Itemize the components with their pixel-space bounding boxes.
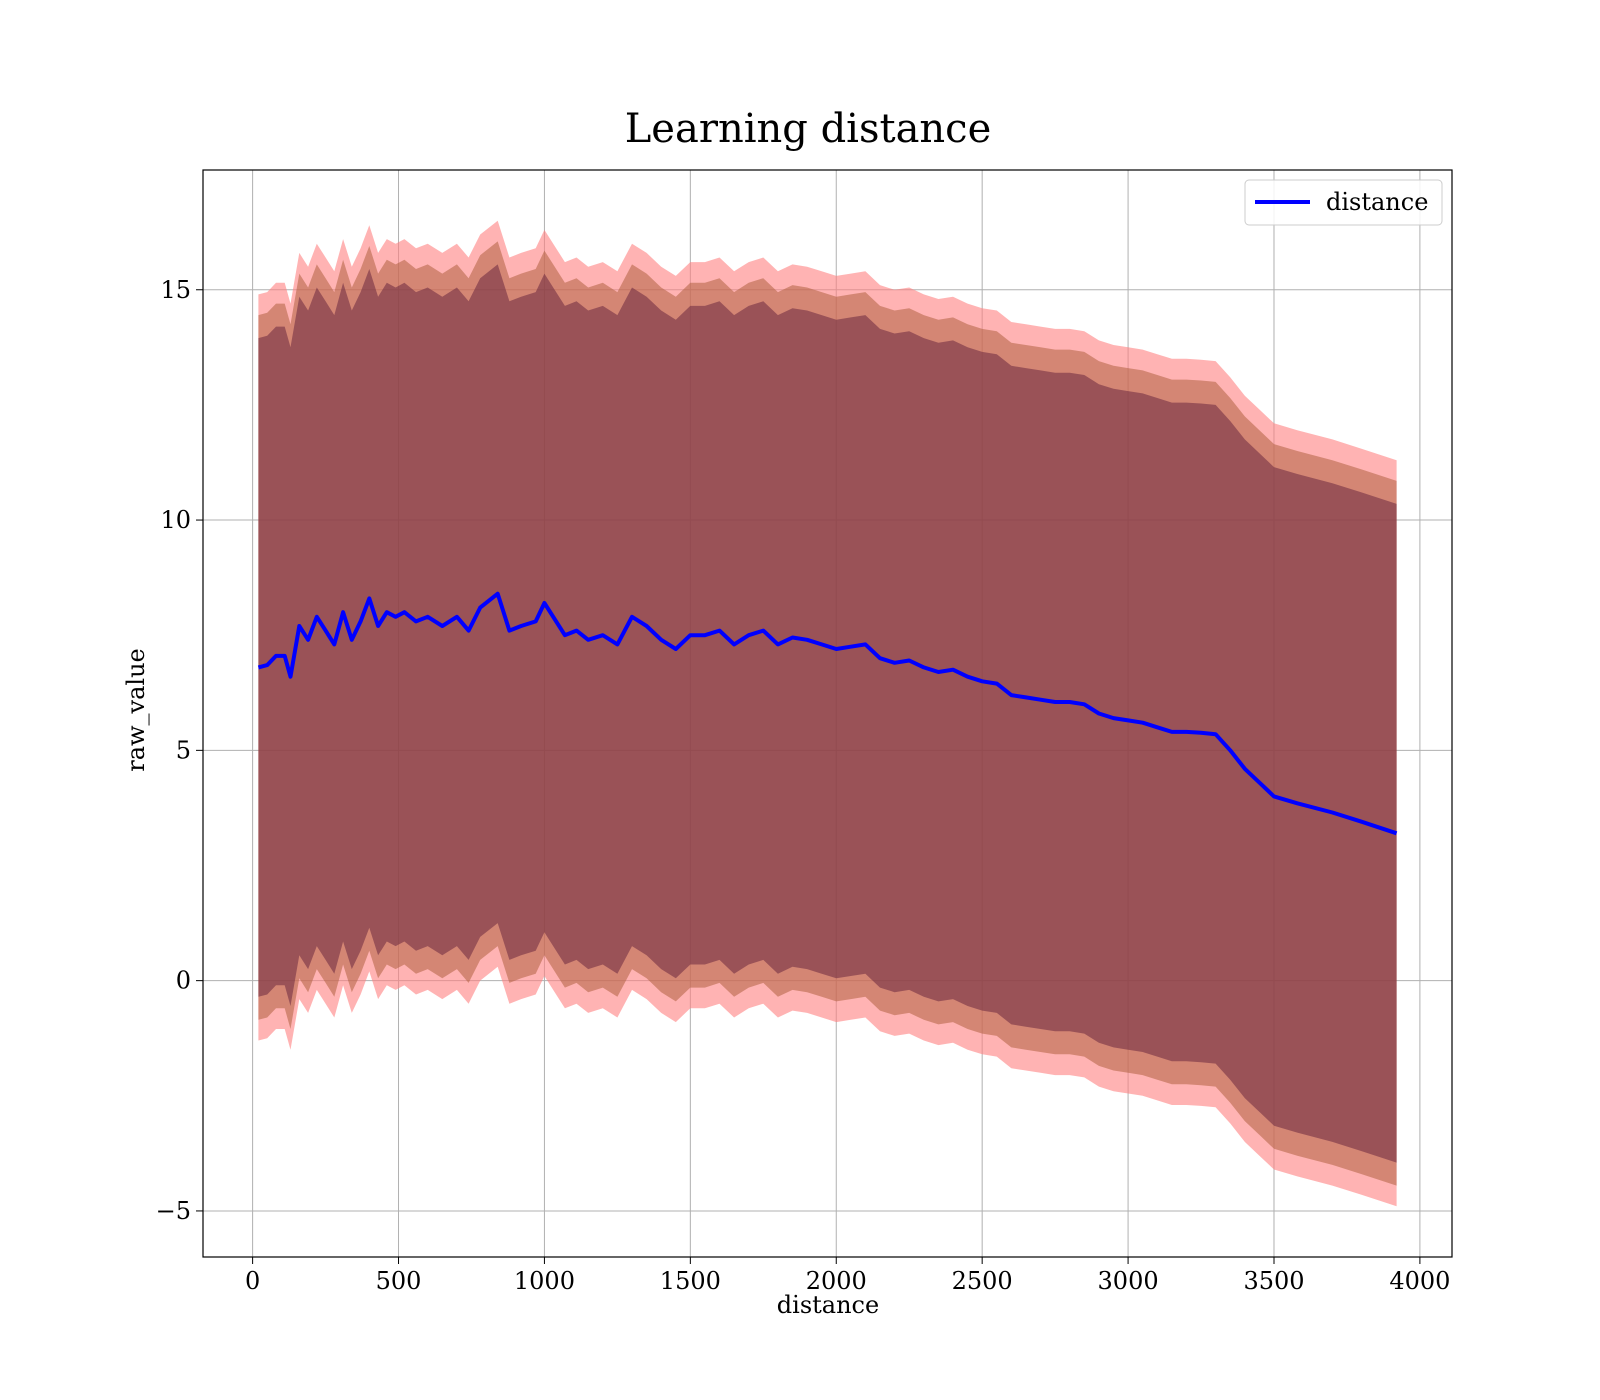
y-tick-label: 0 <box>176 967 191 995</box>
x-tick-label: 3000 <box>1098 1267 1159 1295</box>
series-lines <box>257 591 1398 836</box>
plot-frame <box>202 169 1453 1258</box>
confidence-bands <box>258 220 1397 1207</box>
x-tick-label: 1500 <box>660 1267 721 1295</box>
x-tick-label: 2000 <box>806 1267 867 1295</box>
legend: distance <box>1244 179 1443 226</box>
y-tick-label: 10 <box>160 506 191 534</box>
x-tick-label: 4000 <box>1389 1267 1450 1295</box>
y-tick-label: −5 <box>156 1197 191 1225</box>
chart-title: Learning distance <box>625 106 992 152</box>
x-tick-label: 0 <box>245 1267 260 1295</box>
axis-ticks: 0 500 1000 1500 2000 2500 3000 3500 4000 −5 0 5 10 15 <box>156 276 1451 1295</box>
x-tick-label: 2500 <box>952 1267 1013 1295</box>
y-axis-label: raw_value <box>122 648 150 772</box>
legend-label-distance: distance <box>1326 188 1428 216</box>
x-tick-label: 500 <box>376 1267 422 1295</box>
x-tick-label: 1000 <box>514 1267 575 1295</box>
y-tick-label: 5 <box>176 736 191 764</box>
series-line-distance <box>257 591 1398 836</box>
y-tick-label: 15 <box>160 276 191 304</box>
band-inner <box>258 264 1397 1163</box>
x-axis-label: distance <box>777 1291 879 1319</box>
x-tick-label: 3500 <box>1243 1267 1304 1295</box>
legend-box <box>1244 179 1443 226</box>
